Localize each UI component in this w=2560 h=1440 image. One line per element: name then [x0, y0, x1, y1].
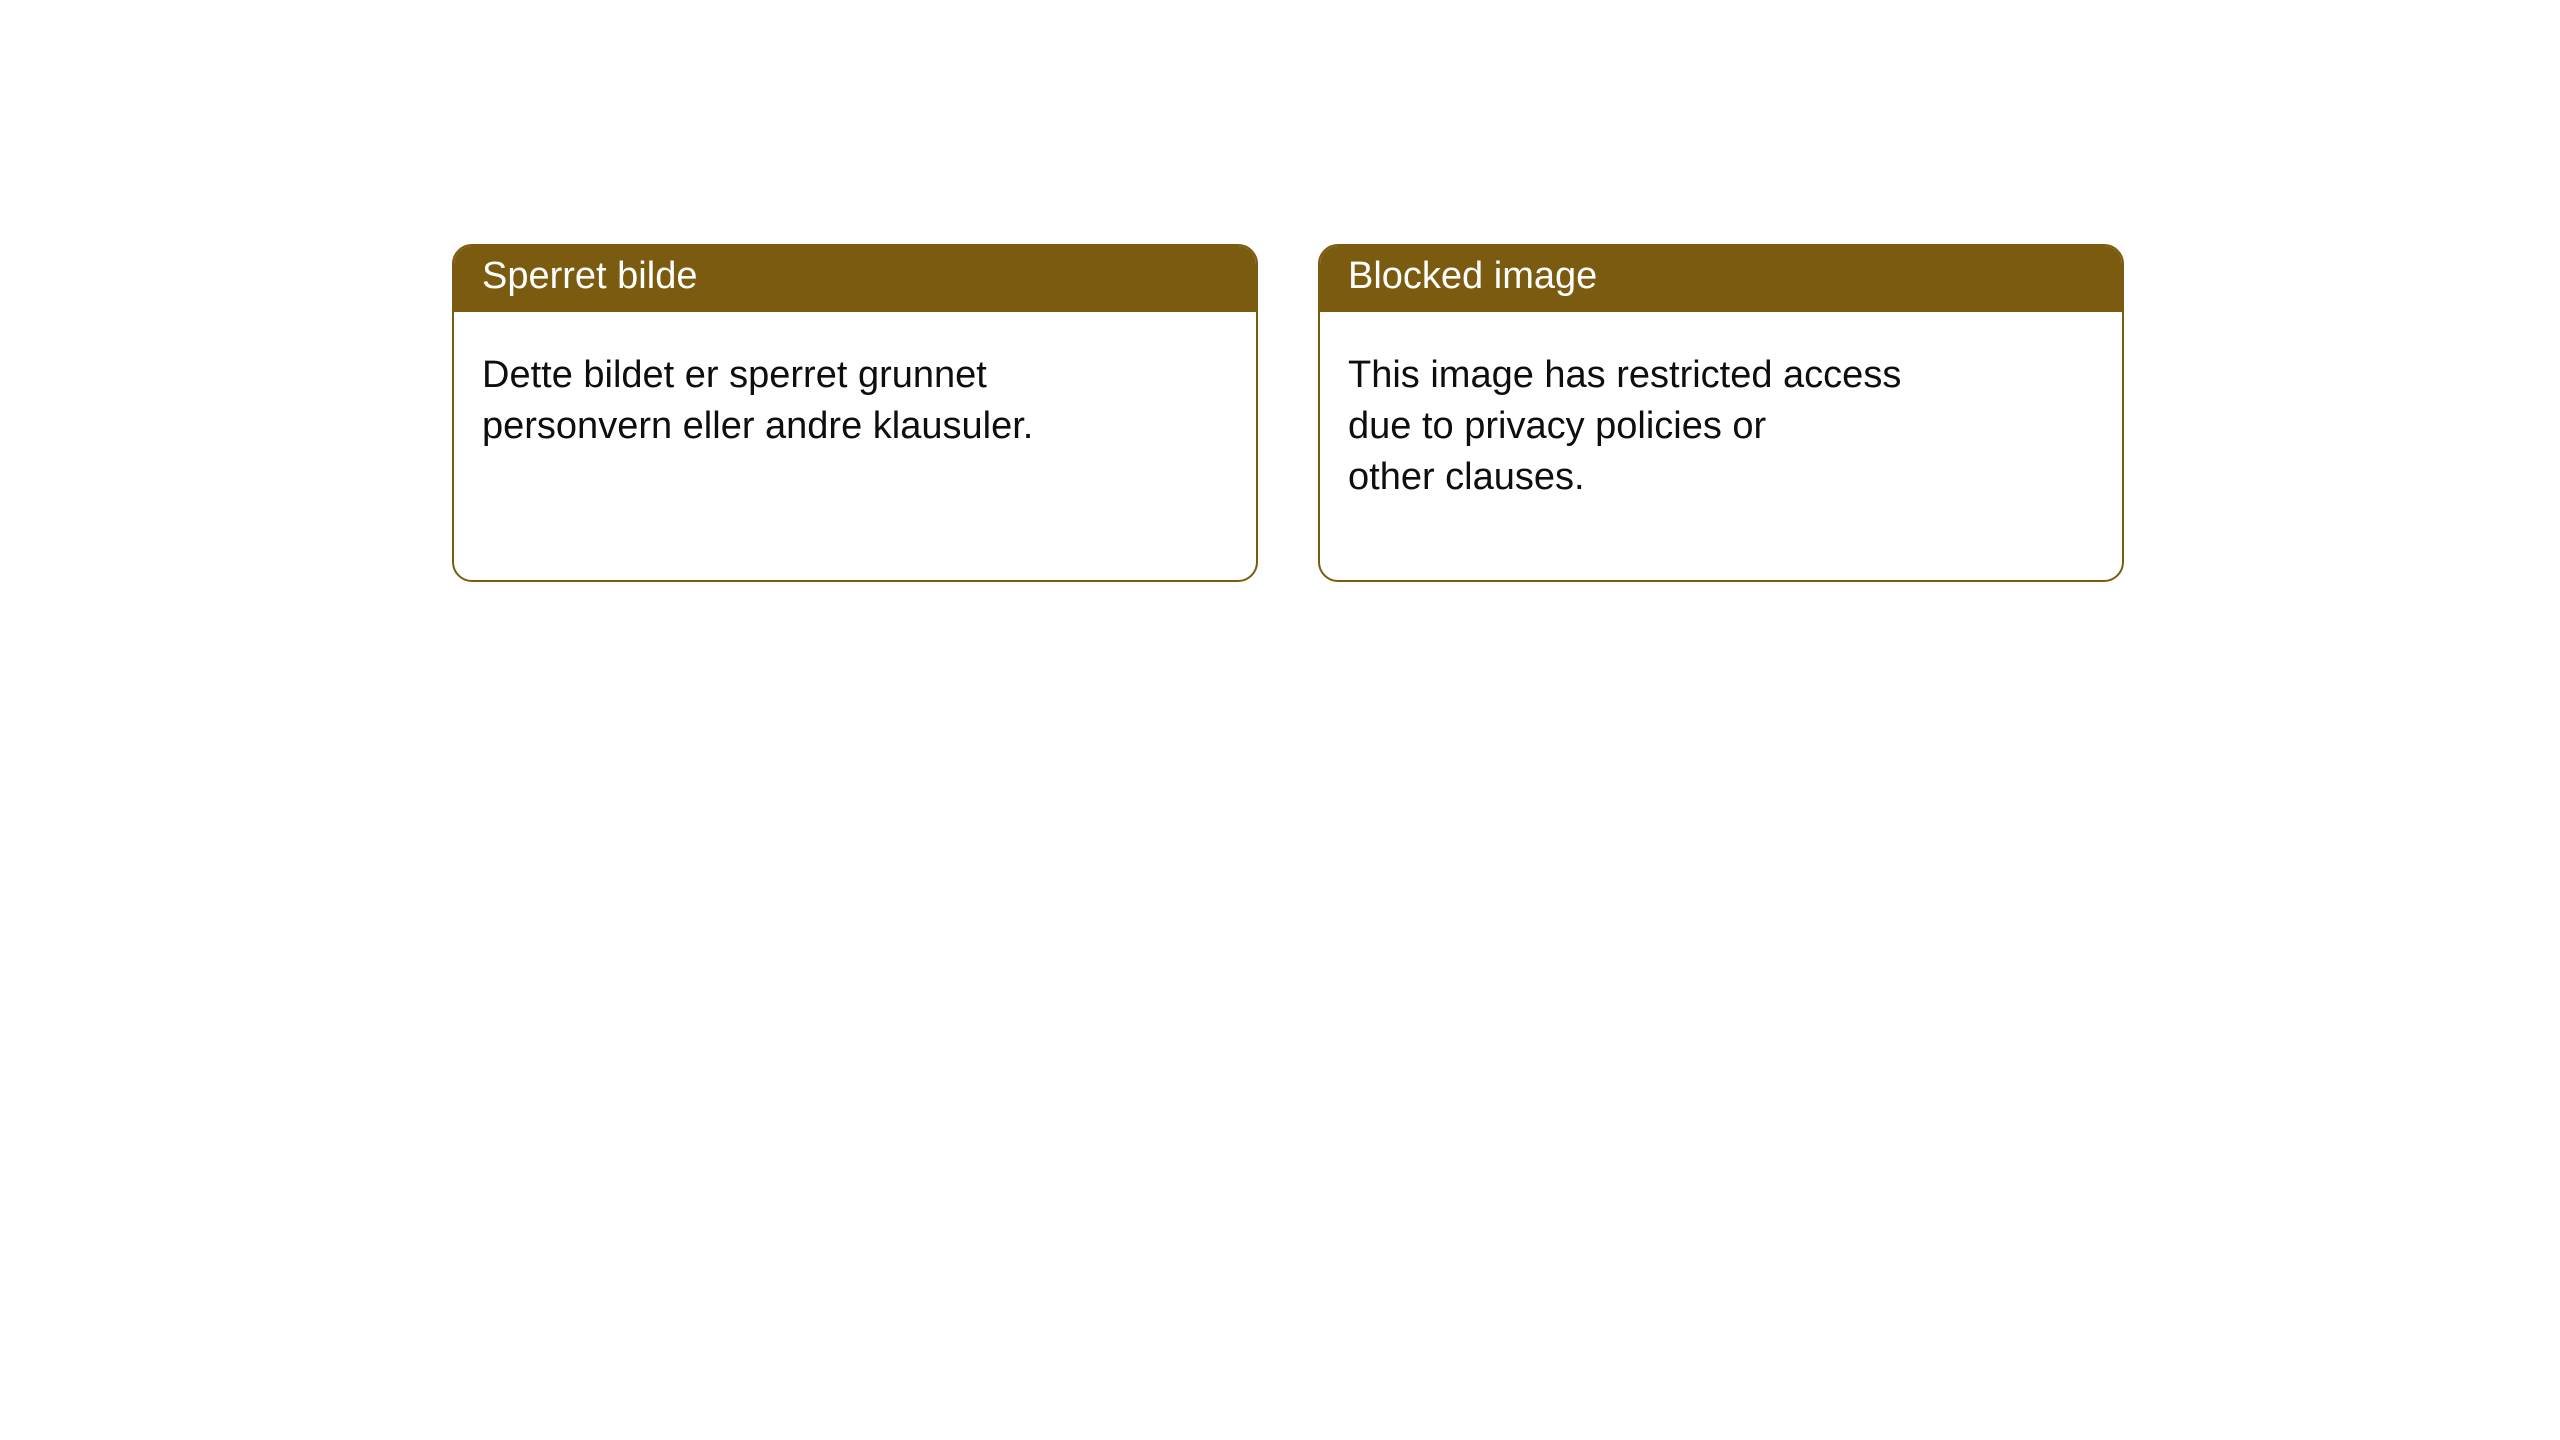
- notice-header: Blocked image: [1320, 246, 2122, 312]
- notice-title: Blocked image: [1348, 255, 1597, 297]
- notice-body: This image has restricted access due to …: [1320, 312, 2122, 528]
- notice-header: Sperret bilde: [454, 246, 1256, 312]
- notice-body: Dette bildet er sperret grunnet personve…: [454, 312, 1256, 477]
- notice-text: Dette bildet er sperret grunnet personve…: [482, 350, 1228, 453]
- notice-container: Sperret bilde Dette bildet er sperret gr…: [0, 0, 2560, 582]
- notice-text: This image has restricted access due to …: [1348, 350, 2094, 504]
- notice-title: Sperret bilde: [482, 255, 697, 297]
- notice-card-english: Blocked image This image has restricted …: [1318, 244, 2124, 582]
- notice-card-norwegian: Sperret bilde Dette bildet er sperret gr…: [452, 244, 1258, 582]
